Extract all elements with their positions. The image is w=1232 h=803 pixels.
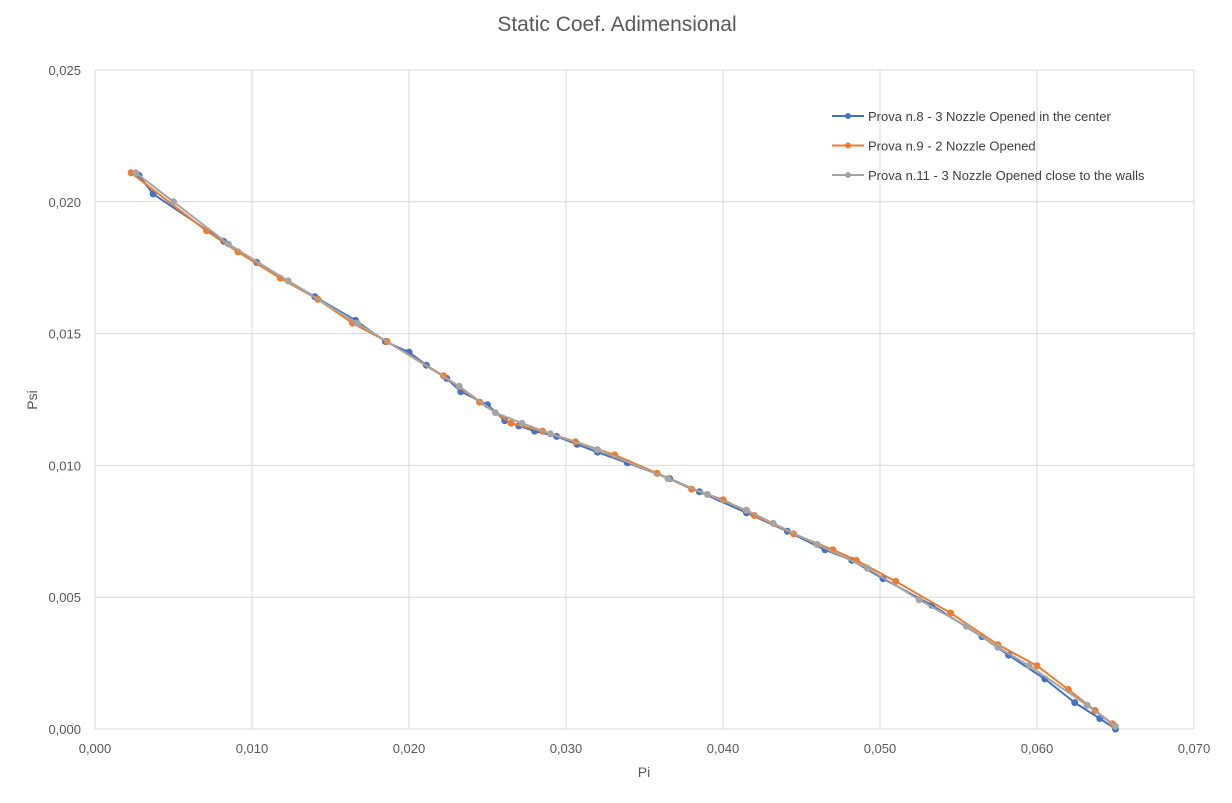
data-point bbox=[284, 277, 292, 285]
legend-label: Prova n.8 - 3 Nozzle Opened in the cente… bbox=[868, 109, 1111, 124]
series-1 bbox=[135, 171, 1119, 733]
data-point bbox=[507, 419, 515, 427]
data-point bbox=[518, 419, 526, 427]
data-point bbox=[491, 409, 499, 417]
data-point bbox=[1033, 662, 1041, 670]
series-line bbox=[138, 174, 1117, 730]
y-tick-label: 0,010 bbox=[48, 458, 81, 473]
data-point bbox=[593, 446, 601, 454]
data-point bbox=[743, 506, 750, 514]
data-point bbox=[703, 490, 711, 498]
data-point bbox=[915, 596, 923, 604]
x-tick-label: 0,000 bbox=[79, 741, 112, 756]
y-tick-label: 0,015 bbox=[48, 327, 81, 342]
series-3 bbox=[132, 169, 1119, 730]
data-point bbox=[224, 240, 232, 248]
plot-area bbox=[127, 169, 1119, 733]
data-point bbox=[132, 169, 140, 177]
data-point bbox=[546, 430, 554, 438]
data-point bbox=[1083, 701, 1091, 709]
series-2 bbox=[127, 169, 1116, 728]
data-point bbox=[769, 519, 777, 527]
data-point bbox=[947, 609, 955, 617]
data-point bbox=[170, 198, 177, 206]
x-tick-label: 0,020 bbox=[393, 741, 426, 756]
legend-label: Prova n.9 - 2 Nozzle Opened bbox=[868, 139, 1036, 154]
y-axis-label: Psi bbox=[24, 390, 40, 409]
data-point bbox=[664, 475, 672, 483]
data-point bbox=[353, 319, 361, 327]
x-tick-label: 0,030 bbox=[550, 741, 583, 756]
legend-marker bbox=[845, 142, 851, 149]
legend-marker bbox=[845, 172, 851, 178]
x-tick-label: 0,070 bbox=[1178, 741, 1211, 756]
legend-marker bbox=[845, 113, 851, 119]
legend-item: Prova n.9 - 2 Nozzle Opened bbox=[832, 139, 1036, 154]
data-point bbox=[1071, 699, 1079, 707]
y-tick-label: 0,020 bbox=[48, 195, 81, 210]
data-point bbox=[863, 564, 871, 572]
data-point bbox=[994, 643, 1002, 651]
x-tick-label: 0,060 bbox=[1021, 741, 1054, 756]
legend: Prova n.8 - 3 Nozzle Opened in the cente… bbox=[832, 109, 1145, 183]
legend-item: Prova n.8 - 3 Nozzle Opened in the cente… bbox=[832, 109, 1111, 124]
series-line bbox=[135, 172, 1117, 728]
data-point bbox=[813, 541, 821, 548]
x-axis-label: Pi bbox=[638, 764, 650, 780]
grid bbox=[94, 69, 1195, 730]
data-point bbox=[962, 622, 970, 630]
legend-item: Prova n.11 - 3 Nozzle Opened close to th… bbox=[832, 168, 1145, 183]
data-point bbox=[455, 382, 463, 390]
chart-title: Static Coef. Adimensional bbox=[497, 13, 736, 36]
y-tick-label: 0,025 bbox=[48, 63, 81, 78]
x-tick-label: 0,040 bbox=[707, 741, 740, 756]
y-tick-label: 0,005 bbox=[48, 590, 81, 605]
x-tick-label: 0,010 bbox=[236, 741, 269, 756]
legend-label: Prova n.11 - 3 Nozzle Opened close to th… bbox=[868, 168, 1145, 183]
y-tick-label: 0,000 bbox=[48, 722, 81, 737]
data-point bbox=[1112, 722, 1119, 730]
series-line bbox=[130, 172, 1114, 725]
data-point bbox=[1025, 662, 1033, 670]
x-tick-label: 0,050 bbox=[864, 741, 897, 756]
tick-labels: 0,000 0,010 0,020 0,030 0,040 0,050 0,060 0,070… bbox=[48, 63, 1210, 756]
